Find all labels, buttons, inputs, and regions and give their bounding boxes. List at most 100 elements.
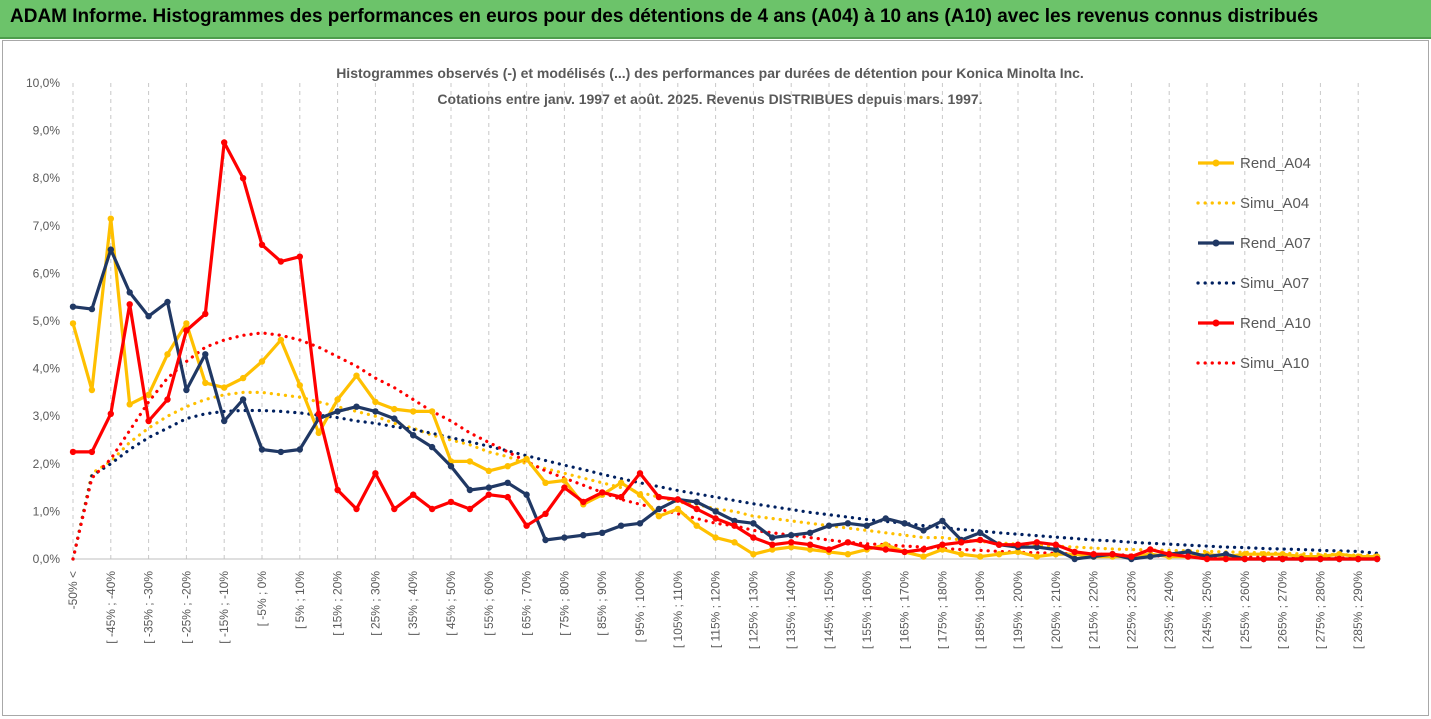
data-point <box>334 408 341 415</box>
series-line-Simu_A04 <box>71 390 1379 561</box>
data-point <box>1071 555 1078 563</box>
data-point <box>258 446 266 453</box>
data-point <box>239 374 247 382</box>
data-point <box>183 327 190 334</box>
data-point <box>1147 553 1154 560</box>
data-point <box>1052 551 1060 558</box>
x-tick-label: [ 155% ; 160% <box>860 571 874 649</box>
data-point <box>315 429 322 437</box>
x-tick-label: [ 145% ; 150% <box>822 571 836 649</box>
data-point <box>296 253 303 260</box>
data-point <box>825 522 833 529</box>
data-point <box>447 498 455 506</box>
data-point <box>1033 543 1041 551</box>
data-point <box>1033 553 1041 560</box>
data-point <box>636 520 644 527</box>
x-tick-label: [ -5% ; 0% <box>255 571 269 627</box>
data-point <box>1336 551 1343 558</box>
data-point <box>693 522 700 529</box>
legend-label: Rend_A10 <box>1240 315 1311 332</box>
data-point <box>239 396 247 403</box>
x-tick-label: [ -25% ; -20% <box>179 571 193 644</box>
y-tick-label: 6,0% <box>33 266 61 280</box>
x-tick-label: [ 45% ; 50% <box>444 571 458 636</box>
data-point <box>107 246 115 253</box>
data-point <box>542 479 549 486</box>
data-point <box>977 553 984 560</box>
data-point <box>1279 555 1286 563</box>
data-point <box>806 541 814 548</box>
y-tick-label: 7,0% <box>33 219 61 233</box>
data-point <box>731 539 738 546</box>
data-point <box>296 382 303 389</box>
data-point <box>920 553 927 560</box>
data-point <box>504 463 511 470</box>
data-point <box>391 505 398 513</box>
data-point <box>1260 555 1267 563</box>
x-tick-label: [ 5% ; 10% <box>293 571 307 629</box>
y-tick-label: 4,0% <box>33 362 61 376</box>
data-point <box>485 484 492 491</box>
data-point <box>126 401 133 408</box>
data-point <box>353 505 360 513</box>
data-point <box>693 505 700 513</box>
report-header: ADAM Informe. Histogrammes des performan… <box>0 0 1431 39</box>
data-point <box>920 546 927 553</box>
series-line-Simu_A10 <box>71 331 1379 561</box>
x-tick-label: [ 175% ; 180% <box>935 571 949 649</box>
data-point <box>523 455 530 463</box>
data-point <box>995 541 1003 548</box>
data-point <box>580 532 587 539</box>
data-point <box>164 396 171 403</box>
series-line-Simu_A07 <box>71 408 1379 561</box>
data-point <box>750 551 757 558</box>
data-point <box>939 546 946 553</box>
data-point <box>1014 541 1022 548</box>
data-point <box>145 417 152 425</box>
data-point <box>69 320 77 327</box>
x-tick-label: [ 245% ; 250% <box>1200 571 1214 649</box>
x-tick-label: [ 35% ; 40% <box>406 571 420 636</box>
data-point <box>769 546 776 553</box>
data-point <box>882 541 889 548</box>
y-tick-label: 9,0% <box>33 124 61 138</box>
x-tick-label: [ -35% ; -30% <box>142 571 156 644</box>
data-point <box>69 303 77 310</box>
data-point <box>410 408 417 415</box>
legend-marker <box>1212 239 1220 247</box>
data-point <box>542 510 549 517</box>
x-tick-label: [ -15% ; -10% <box>217 571 231 644</box>
data-point <box>1052 546 1060 553</box>
data-point <box>712 508 719 515</box>
data-point <box>372 398 379 406</box>
data-point <box>107 410 115 417</box>
data-point <box>844 539 852 546</box>
data-point <box>410 491 417 498</box>
report-title: ADAM Informe. Histogrammes des performan… <box>10 6 1319 27</box>
x-tick-label: [ 95% ; 100% <box>633 571 647 643</box>
x-tick-label: [ 275% ; 280% <box>1313 571 1327 649</box>
data-point <box>599 489 606 496</box>
data-point <box>504 479 511 486</box>
data-point <box>391 415 398 422</box>
data-point <box>674 496 681 503</box>
data-point <box>617 479 625 486</box>
data-point <box>561 484 568 491</box>
data-point <box>617 493 625 501</box>
data-point <box>277 258 285 265</box>
data-point <box>882 515 889 522</box>
y-tick-label: 10,0% <box>26 76 60 90</box>
data-point <box>428 408 436 415</box>
data-point <box>1336 555 1343 563</box>
data-point <box>788 532 795 539</box>
data-point <box>788 539 795 546</box>
data-point <box>277 336 285 344</box>
data-point <box>939 517 946 525</box>
data-point <box>1071 548 1078 556</box>
data-point <box>277 448 285 456</box>
data-point <box>712 534 719 541</box>
data-point <box>1184 548 1192 556</box>
data-point <box>315 410 322 417</box>
data-point <box>1317 555 1324 563</box>
x-tick-label: [ 285% ; 290% <box>1351 571 1365 649</box>
